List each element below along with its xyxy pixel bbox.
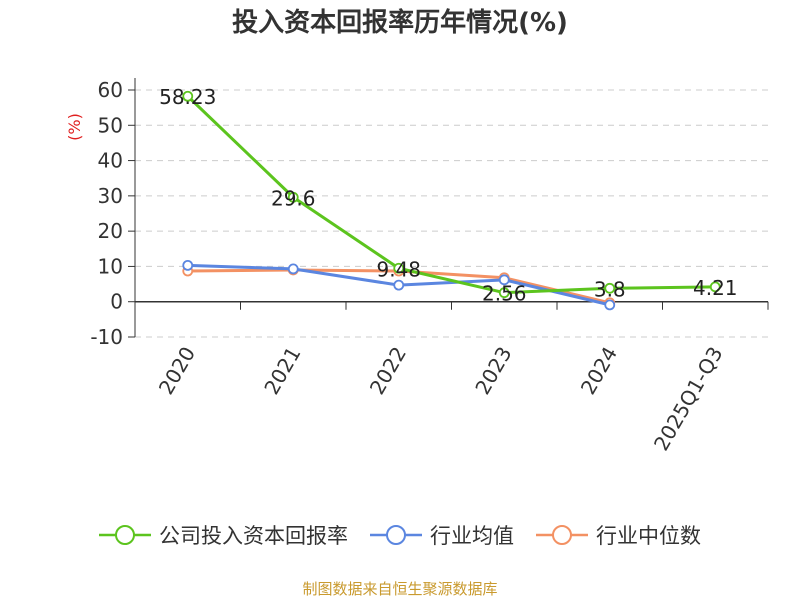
data-point bbox=[604, 282, 616, 294]
legend-label: 行业均值 bbox=[430, 524, 514, 548]
y-tick-label: 0 bbox=[110, 290, 123, 314]
x-tick-label: 2020 bbox=[154, 343, 200, 399]
legend: 公司投入资本回报率 行业均值 行业中位数 bbox=[0, 520, 800, 550]
legend-label: 公司投入资本回报率 bbox=[159, 524, 348, 548]
data-point bbox=[604, 299, 616, 311]
data-label: 4.21 bbox=[693, 276, 738, 300]
legend-item[interactable]: 行业均值 bbox=[370, 520, 514, 550]
data-label: 3.8 bbox=[594, 277, 626, 301]
legend-line-icon bbox=[536, 525, 588, 545]
x-tick-label: 2021 bbox=[259, 343, 305, 399]
data-point bbox=[498, 287, 510, 299]
y-tick-label: 50 bbox=[98, 113, 123, 137]
data-point bbox=[182, 259, 194, 271]
legend-label: 行业中位数 bbox=[596, 524, 701, 548]
y-tick-label: 20 bbox=[98, 219, 123, 243]
source-note: 制图数据来自恒生聚源数据库 bbox=[302, 580, 498, 598]
legend-line-icon bbox=[99, 525, 151, 545]
data-point bbox=[393, 262, 405, 274]
legend-item[interactable]: 公司投入资本回报率 bbox=[99, 520, 348, 550]
data-point bbox=[498, 274, 510, 286]
x-tick-label: 2022 bbox=[365, 343, 411, 399]
data-label: 9.48 bbox=[376, 257, 421, 281]
line-chart: -10 0 10 20 30 40 50 60 2020 2021 2022 2023 2024 2025… bbox=[65, 78, 769, 455]
data-point bbox=[287, 191, 299, 203]
legend-line-icon bbox=[370, 525, 422, 545]
data-label: 2.56 bbox=[482, 282, 527, 306]
y-tick-label: 60 bbox=[98, 78, 123, 102]
data-label: 58.23 bbox=[159, 85, 216, 109]
x-tick-label: 2023 bbox=[470, 343, 516, 399]
data-label: 29.6 bbox=[271, 186, 316, 210]
y-axis-label: (%) bbox=[65, 113, 84, 141]
data-point bbox=[709, 281, 721, 293]
x-tick-label: 2024 bbox=[576, 343, 622, 399]
y-tick-label: -10 bbox=[90, 325, 123, 349]
y-tick-label: 40 bbox=[98, 149, 123, 173]
data-point bbox=[393, 279, 405, 291]
x-tick-label: 2025Q1-Q3 bbox=[649, 343, 728, 455]
chart-title: 投入资本回报率历年情况(%) bbox=[232, 8, 568, 38]
legend-item[interactable]: 行业中位数 bbox=[536, 520, 701, 550]
series-line bbox=[186, 95, 716, 295]
y-tick-label: 30 bbox=[98, 184, 123, 208]
data-point bbox=[287, 263, 299, 275]
y-tick-label: 10 bbox=[98, 254, 123, 278]
data-point bbox=[182, 90, 194, 102]
